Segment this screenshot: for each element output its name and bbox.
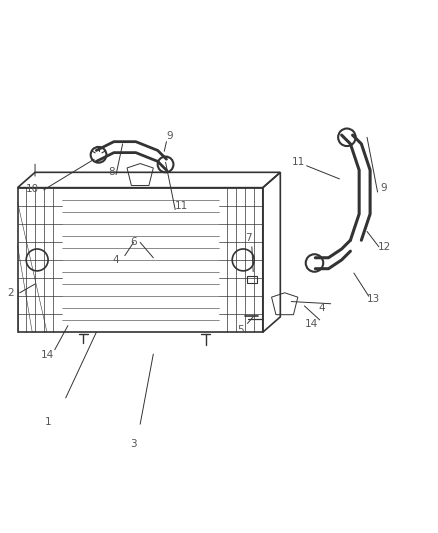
Text: 7: 7 bbox=[245, 233, 252, 243]
Text: 6: 6 bbox=[130, 237, 137, 247]
Text: 9: 9 bbox=[166, 131, 173, 141]
Text: 4: 4 bbox=[318, 303, 325, 313]
Text: 2: 2 bbox=[7, 288, 14, 298]
Text: 11: 11 bbox=[175, 201, 188, 211]
Text: 5: 5 bbox=[237, 325, 244, 335]
Text: 3: 3 bbox=[130, 439, 137, 449]
Bar bbox=[247, 276, 257, 283]
Text: 11: 11 bbox=[292, 157, 305, 167]
Text: 4: 4 bbox=[113, 255, 120, 265]
Text: 1: 1 bbox=[45, 417, 52, 427]
Text: 10: 10 bbox=[26, 183, 39, 193]
Text: 13: 13 bbox=[367, 294, 380, 304]
Text: 14: 14 bbox=[41, 350, 54, 360]
Text: 9: 9 bbox=[380, 183, 387, 192]
Text: 12: 12 bbox=[378, 242, 391, 252]
Text: 14: 14 bbox=[305, 319, 318, 329]
Text: 8: 8 bbox=[108, 167, 115, 177]
